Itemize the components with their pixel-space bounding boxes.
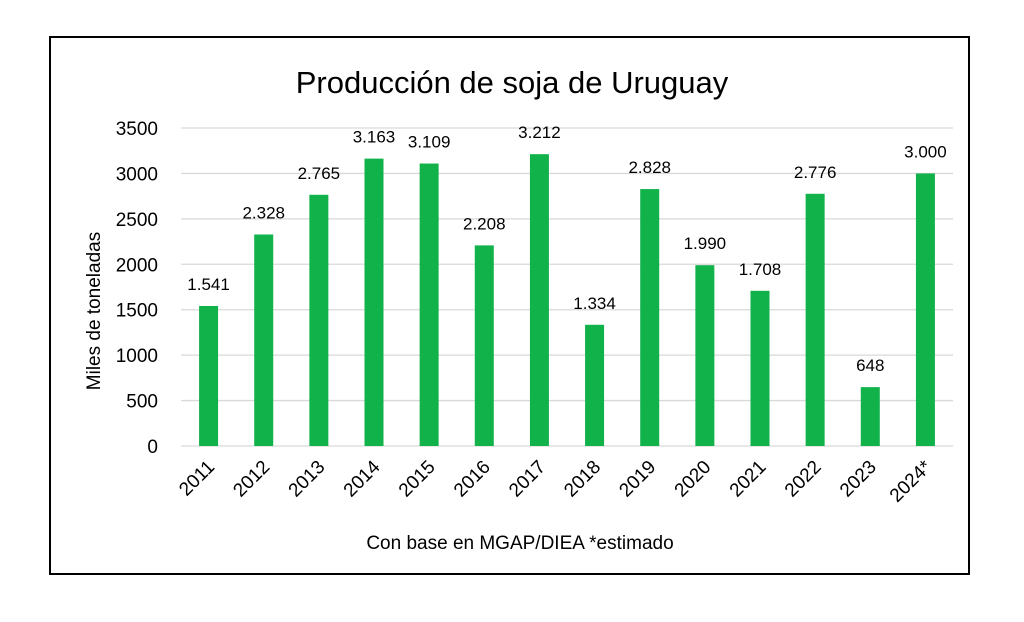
x-tick-label: 2017 <box>505 457 550 502</box>
bar-2019 <box>640 189 660 446</box>
data-label: 2.828 <box>628 158 671 177</box>
data-label: 1.990 <box>684 234 727 253</box>
x-tick-label: 2022 <box>781 457 826 502</box>
bar-2023 <box>860 387 880 446</box>
x-tick-label: 2023 <box>836 457 881 502</box>
data-labels: 1.541 2.328 2.765 3.163 3.109 2.208 3.212 1.334… <box>187 123 946 375</box>
data-label: 2.776 <box>794 163 837 182</box>
bar-2015 <box>419 163 439 446</box>
y-tick-label: 500 <box>126 392 158 413</box>
data-label: 1.541 <box>187 275 230 294</box>
bars <box>199 154 935 446</box>
x-tick-label: 2012 <box>230 457 275 502</box>
x-axis-label: Con base en MGAP/DIEA *estimado <box>366 533 673 554</box>
chart-title: Producción de soja de Uruguay <box>296 65 729 100</box>
data-label: 1.334 <box>573 294 616 313</box>
bar-chart: Producción de soja de Uruguay Miles de t… <box>84 65 953 554</box>
data-label: 2.208 <box>463 214 506 233</box>
bar-2018 <box>585 324 605 446</box>
data-label: 3.212 <box>518 123 561 142</box>
data-label: 3.000 <box>904 142 947 161</box>
y-tick-label: 2500 <box>116 210 158 231</box>
y-axis-ticks: 0 500 1000 1500 2000 2500 3000 3500 <box>116 119 158 458</box>
bar-2022 <box>805 193 825 446</box>
x-tick-label: 2011 <box>175 457 219 501</box>
y-tick-label: 1500 <box>116 301 158 322</box>
x-tick-label: 2015 <box>395 457 440 502</box>
data-label: 2.765 <box>298 164 341 183</box>
chart-frame: Producción de soja de Uruguay Miles de t… <box>49 36 970 575</box>
x-tick-label: 2021 <box>726 457 771 502</box>
bar-2011 <box>199 305 219 446</box>
y-tick-label: 0 <box>147 437 158 458</box>
y-tick-label: 1000 <box>116 346 158 367</box>
data-label: 3.109 <box>408 133 451 152</box>
y-tick-label: 3000 <box>116 164 158 185</box>
y-axis-label: Miles de toneladas <box>84 232 105 390</box>
bar-2020 <box>695 265 715 446</box>
x-tick-label: 2024* <box>886 456 936 506</box>
x-tick-label: 2013 <box>285 457 330 502</box>
bar-2014 <box>364 158 384 446</box>
bar-2024 <box>915 173 935 446</box>
x-tick-label: 2014 <box>340 456 385 501</box>
x-tick-label: 2020 <box>671 457 716 502</box>
bar-2017 <box>529 154 549 446</box>
bar-2013 <box>309 194 329 446</box>
x-tick-label: 2016 <box>450 457 495 502</box>
x-axis-ticks: 2011 2012 2013 2014 2015 2016 2017 2018 2019 2020… <box>175 456 936 506</box>
data-label: 648 <box>856 356 884 375</box>
data-label: 1.708 <box>739 260 782 279</box>
bar-2012 <box>254 234 274 446</box>
bar-2021 <box>750 290 770 446</box>
data-label: 3.163 <box>353 128 396 147</box>
y-tick-label: 3500 <box>116 119 158 140</box>
x-tick-label: 2019 <box>616 457 661 502</box>
bar-2016 <box>474 245 494 446</box>
data-label: 2.328 <box>242 203 285 222</box>
x-tick-label: 2018 <box>560 457 605 502</box>
y-tick-label: 2000 <box>116 255 158 276</box>
